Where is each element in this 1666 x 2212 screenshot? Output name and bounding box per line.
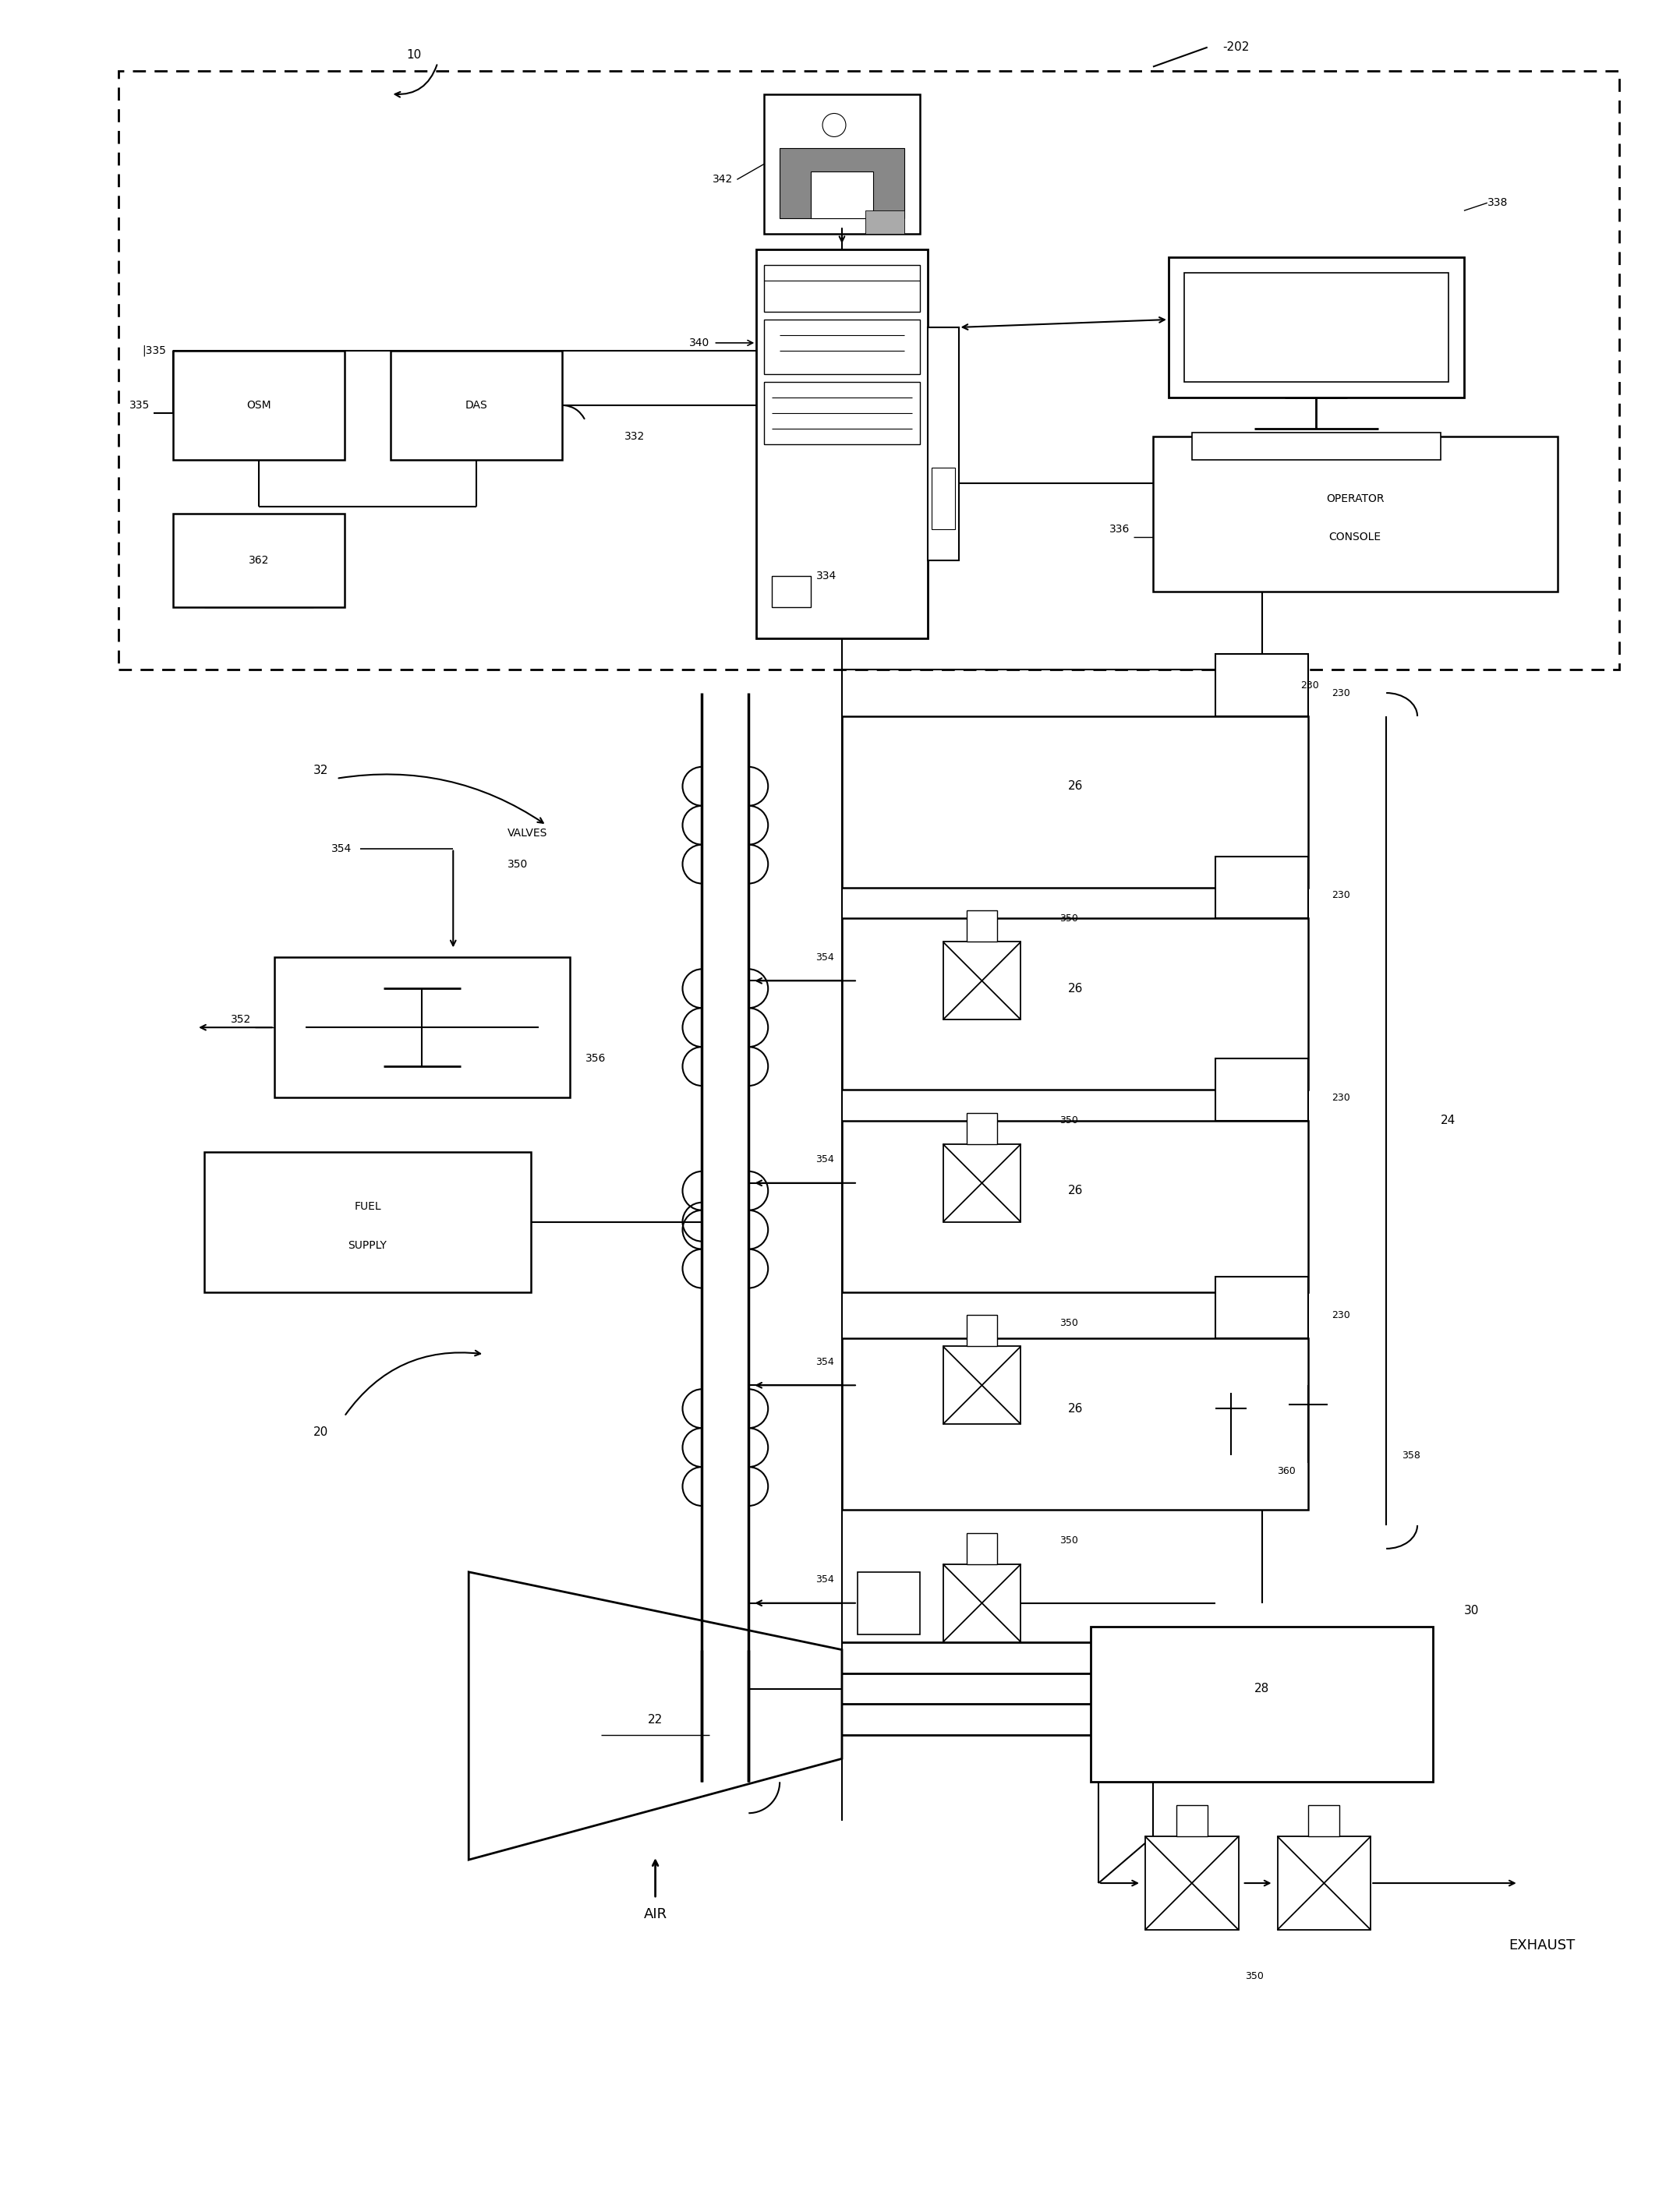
Text: 26: 26: [1068, 781, 1083, 792]
Text: 230: 230: [1331, 889, 1351, 900]
Text: 358: 358: [1401, 1451, 1421, 1460]
Text: 335: 335: [130, 400, 150, 411]
Bar: [275, 958, 570, 1097]
Text: |335: |335: [142, 345, 167, 356]
Bar: [858, 1573, 920, 1635]
Bar: [943, 1564, 1021, 1641]
Bar: [756, 250, 928, 639]
Text: 230: 230: [1331, 688, 1351, 699]
Bar: [765, 319, 920, 374]
Text: 26: 26: [1068, 1402, 1083, 1413]
Bar: [966, 1533, 998, 1564]
Bar: [780, 148, 905, 219]
Text: AIR: AIR: [643, 1907, 666, 1922]
Bar: [205, 1152, 531, 1292]
Text: 350: 350: [1060, 914, 1078, 925]
Bar: [841, 1338, 1308, 1511]
Bar: [931, 467, 955, 529]
Bar: [118, 71, 1619, 670]
Text: 354: 354: [816, 1575, 835, 1584]
Text: 360: 360: [1278, 1467, 1296, 1475]
Bar: [943, 1144, 1021, 1221]
Text: 26: 26: [1068, 1186, 1083, 1197]
Text: 350: 350: [1060, 1115, 1078, 1126]
Bar: [858, 949, 920, 1011]
Text: VALVES: VALVES: [508, 827, 548, 838]
Text: 352: 352: [230, 1013, 252, 1024]
Text: 32: 32: [313, 765, 328, 776]
Bar: [1308, 1805, 1339, 1836]
Bar: [1215, 655, 1308, 717]
Text: 30: 30: [1464, 1606, 1479, 1617]
Text: 28: 28: [1254, 1683, 1269, 1694]
Text: 336: 336: [1110, 524, 1130, 535]
Bar: [943, 942, 1021, 1020]
Text: 350: 350: [1060, 1318, 1078, 1327]
Bar: [858, 1354, 920, 1416]
Bar: [943, 1347, 1021, 1425]
Bar: [841, 1121, 1308, 1292]
Text: 230: 230: [1301, 679, 1319, 690]
Text: 10: 10: [407, 49, 421, 62]
Bar: [1215, 856, 1308, 918]
Bar: [771, 577, 811, 608]
Text: 230: 230: [1331, 1310, 1351, 1321]
Bar: [1191, 431, 1441, 460]
Text: 340: 340: [690, 338, 710, 347]
Text: FUEL: FUEL: [355, 1201, 382, 1212]
Text: 362: 362: [248, 555, 268, 566]
Text: 334: 334: [816, 571, 836, 582]
Text: 20: 20: [313, 1427, 328, 1438]
Text: 342: 342: [713, 175, 733, 186]
Bar: [1215, 1276, 1308, 1338]
Text: 230: 230: [1331, 1093, 1351, 1102]
Bar: [392, 352, 561, 460]
Text: 354: 354: [816, 1155, 835, 1166]
Text: -202: -202: [1223, 42, 1250, 53]
Bar: [765, 93, 920, 234]
Text: OPERATOR: OPERATOR: [1326, 493, 1384, 504]
Bar: [841, 717, 1308, 887]
Bar: [841, 918, 1308, 1091]
Text: 332: 332: [625, 431, 645, 442]
Text: EXHAUST: EXHAUST: [1508, 1938, 1574, 1953]
Text: 356: 356: [585, 1053, 606, 1064]
Text: CONSOLE: CONSOLE: [1329, 531, 1381, 542]
Bar: [1168, 257, 1464, 398]
Text: 350: 350: [508, 858, 528, 869]
Text: 354: 354: [816, 1356, 835, 1367]
Bar: [1153, 436, 1558, 593]
Text: SUPPLY: SUPPLY: [348, 1239, 387, 1250]
Bar: [865, 210, 905, 234]
Text: 338: 338: [1488, 197, 1508, 208]
Bar: [173, 513, 345, 608]
Bar: [1145, 1836, 1238, 1929]
Bar: [1091, 1626, 1433, 1783]
Text: DAS: DAS: [465, 400, 488, 411]
Bar: [1176, 1805, 1208, 1836]
Text: 354: 354: [332, 843, 352, 854]
Text: 26: 26: [1068, 982, 1083, 995]
Bar: [966, 1113, 998, 1144]
Text: OSM: OSM: [247, 400, 272, 411]
Bar: [928, 327, 958, 560]
Text: 24: 24: [1441, 1115, 1456, 1126]
Bar: [1185, 272, 1448, 383]
Text: 22: 22: [648, 1714, 663, 1725]
Text: 350: 350: [1060, 1535, 1078, 1546]
Bar: [765, 265, 920, 312]
Text: 350: 350: [1245, 1971, 1263, 1982]
Bar: [765, 383, 920, 445]
Bar: [173, 352, 345, 460]
Bar: [966, 1316, 998, 1347]
Bar: [966, 911, 998, 942]
Bar: [858, 1152, 920, 1214]
Bar: [1278, 1836, 1371, 1929]
Bar: [811, 173, 873, 219]
Text: 354: 354: [816, 953, 835, 962]
Bar: [1215, 1060, 1308, 1121]
